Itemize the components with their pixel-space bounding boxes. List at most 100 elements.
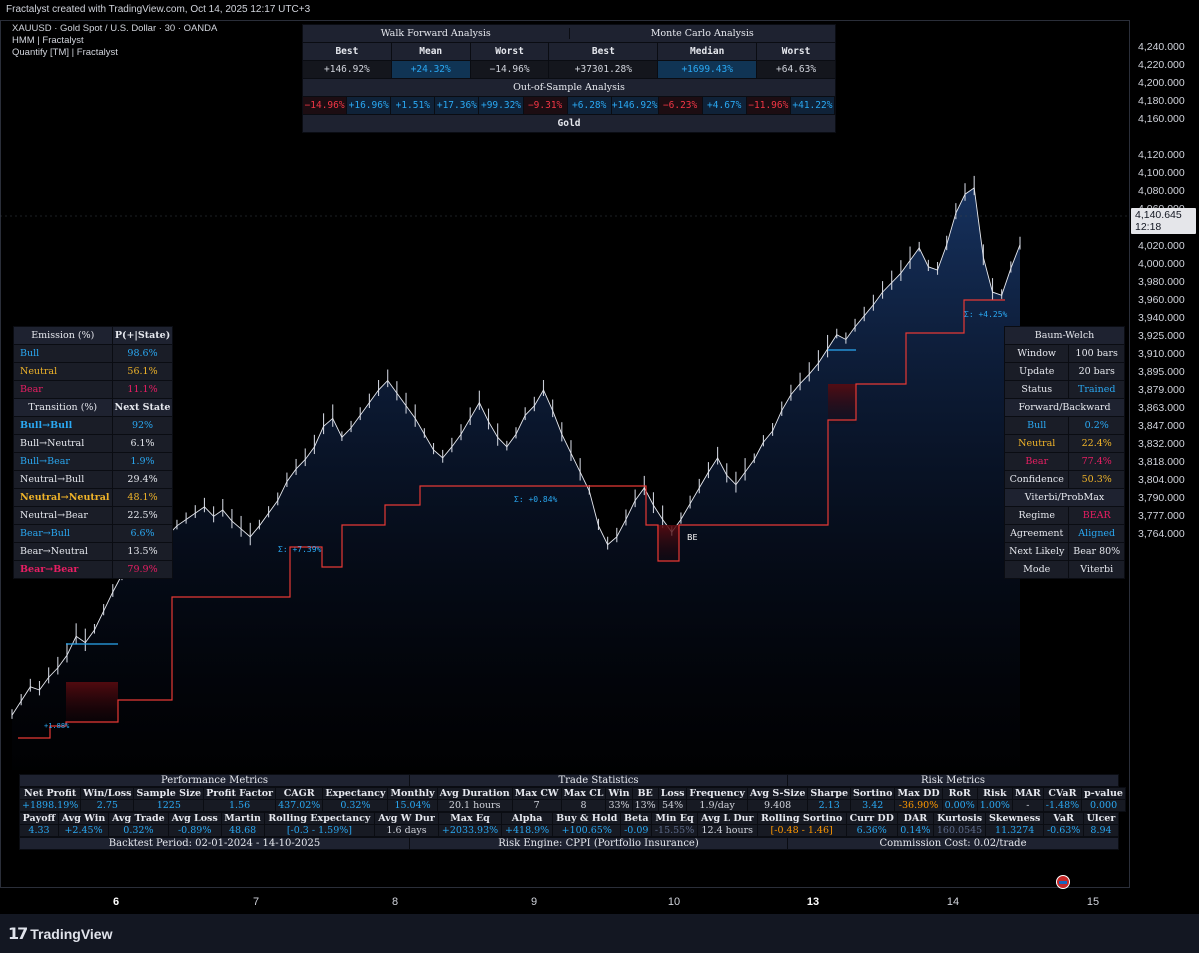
sigma-labels: Σ: +7.39% Σ: +0.84% Σ: +4.25% +1.88% BE — [44, 310, 1008, 730]
price-axis[interactable]: 4,240.000 4,220.000 4,200.000 4,180.000 4,16… — [1130, 20, 1199, 888]
kv-value: 50.3% — [1068, 470, 1125, 489]
time-tick: 10 — [667, 896, 681, 908]
bear-band — [657, 525, 679, 563]
metrics-row-2: Payoff Avg Win Avg Trade Avg Loss Martin Roll… — [19, 812, 1120, 837]
emission-prob: 98.6% — [111, 344, 174, 363]
transition-prob: 13.5% — [111, 542, 174, 561]
sigma-label: Σ: +7.39% — [278, 545, 322, 554]
tradingview-logo-text: TradingView — [30, 926, 113, 942]
oos-cells: −14.96% +16.96% +1.51% +17.36% +99.32% −9.31%… — [303, 97, 835, 114]
emission-state: Neutral — [13, 362, 113, 381]
metric-header: MAR — [1011, 787, 1044, 800]
metric-value: 6.36% — [845, 824, 898, 837]
metric-value: 1225 — [133, 799, 205, 812]
oos-value: −9.31% — [523, 97, 568, 114]
symbol-legend[interactable]: XAUUSD · Gold Spot / U.S. Dollar · 30 · … — [12, 23, 218, 34]
metric-header: Alpha — [501, 812, 554, 825]
sigma-label: Σ: +0.84% — [514, 495, 558, 504]
metric-value: 48.68 — [220, 824, 265, 837]
oos-value: +146.92% — [611, 97, 659, 114]
metric-header: Max Eq — [437, 812, 503, 825]
wf-mean-value: +24.32% — [390, 60, 471, 79]
metric-header: RoR — [941, 787, 978, 800]
kv-row: Update 20 bars — [1003, 362, 1125, 381]
chart-legend[interactable]: XAUUSD · Gold Spot / U.S. Dollar · 30 · … — [12, 23, 217, 59]
metric-header: Rolling Expectancy — [263, 812, 376, 825]
kv-label: Agreement — [1003, 524, 1070, 543]
metrics-panel: Performance Metrics Trade Statistics Ris… — [18, 774, 1126, 850]
trailing-stop-line — [18, 299, 1005, 739]
kv-value: Trained — [1068, 380, 1125, 399]
metric-value: 33% — [605, 799, 633, 812]
price-tick: 3,790.000 — [1138, 492, 1185, 505]
price-tick: 4,240.000 — [1138, 41, 1185, 53]
baum-welch-title: Baum-Welch — [1004, 326, 1125, 345]
oos-title: Out-of-Sample Analysis — [302, 78, 836, 97]
kv-label: Regime — [1003, 506, 1070, 525]
oos-asset-label: Gold — [302, 114, 836, 133]
transition-row: Neutral→Neutral 48.1% — [13, 488, 174, 507]
tradingview-logo-icon: 𝟭𝟳 — [8, 926, 28, 943]
wf-best-value: +146.92% — [302, 60, 392, 79]
transition-pair: Neutral→Bull — [13, 470, 113, 489]
metric-header: Loss — [657, 787, 688, 800]
wf-best-header: Best — [302, 42, 392, 61]
time-tick: 8 — [391, 896, 399, 908]
metric-header: Max CL — [560, 787, 607, 800]
metric-header: Profit Factor — [203, 787, 277, 800]
emission-state: Bear — [13, 380, 113, 399]
oos-value: +16.96% — [347, 97, 392, 114]
oos-value: −14.96% — [303, 97, 348, 114]
bear-band — [828, 384, 856, 424]
transition-pair: Neutral→Neutral — [13, 488, 113, 507]
last-price-value: 4,140.645 — [1135, 209, 1182, 221]
viterbi-title: Viterbi/ProbMax — [1004, 488, 1125, 507]
tradingview-logo[interactable]: 𝟭𝟳 TradingView — [8, 924, 112, 944]
metric-header: CVaR — [1042, 787, 1083, 800]
metric-value: 4.33 — [19, 824, 59, 837]
metric-value: 8 — [560, 799, 607, 812]
metric-header: Kurtosis — [933, 812, 987, 825]
indicator-legend-hmm[interactable]: HMM | Fractalyst — [12, 35, 84, 46]
metric-header: Avg Win — [57, 812, 110, 825]
price-tick: 4,000.000 — [1138, 257, 1185, 270]
price-tick: 4,080.000 — [1138, 185, 1185, 198]
metric-header: Avg L Dur — [697, 812, 758, 825]
price-tick: 3,960.000 — [1138, 293, 1185, 306]
forward-backward-title: Forward/Backward — [1004, 398, 1125, 417]
kv-label: Mode — [1003, 560, 1070, 579]
metric-header: Avg Loss — [167, 812, 222, 825]
oos-value: +4.67% — [702, 97, 747, 114]
metric-value: -15.55% — [651, 824, 698, 837]
metric-value: 1.56 — [203, 799, 277, 812]
metric-header: Avg Duration — [436, 787, 513, 800]
metric-header: BE — [631, 787, 659, 800]
bear-band — [66, 682, 118, 724]
kv-row: Confidence 50.3% — [1003, 470, 1125, 489]
metric-header: Frequency — [686, 787, 748, 800]
transition-prob: 29.4% — [111, 470, 174, 489]
time-tick: 14 — [946, 896, 960, 908]
price-tick: 3,879.000 — [1138, 383, 1185, 396]
price-chart[interactable]: Σ: +7.39% Σ: +0.84% Σ: +4.25% +1.88% BE — [0, 20, 1130, 888]
metric-value: 13% — [631, 799, 659, 812]
metric-header: Payoff — [19, 812, 59, 825]
risk-engine: Risk Engine: CPPI (Portfolio Insurance) — [409, 837, 788, 850]
forward-backward-rows: Bull 0.2% Neutral 22.4% Bear 77.4% Confidence 5… — [1003, 416, 1125, 489]
emission-header: Emission (%) — [13, 326, 113, 345]
price-tick: 3,910.000 — [1138, 347, 1185, 360]
metric-header: Sharpe — [807, 787, 851, 800]
metric-header: Min Eq — [651, 812, 698, 825]
metric-value: 8.94 — [1082, 824, 1120, 837]
oos-value: −11.96% — [746, 97, 791, 114]
metric-value: 11.3274 — [985, 824, 1045, 837]
time-axis[interactable]: 6 7 8 9 10 13 14 15 — [0, 888, 1130, 914]
emission-prob: 56.1% — [111, 362, 174, 381]
indicator-legend-quantify[interactable]: Quantify [TM] | Fractalyst — [12, 47, 118, 58]
metric-value: 0.00% — [941, 799, 978, 812]
us-flag-icon[interactable] — [1056, 875, 1070, 889]
metric-header: Ulcer — [1082, 812, 1120, 825]
metric-header: Sample Size — [133, 787, 205, 800]
mc-median-value: +1699.43% — [657, 60, 758, 79]
metric-header: Avg W Dur — [374, 812, 439, 825]
